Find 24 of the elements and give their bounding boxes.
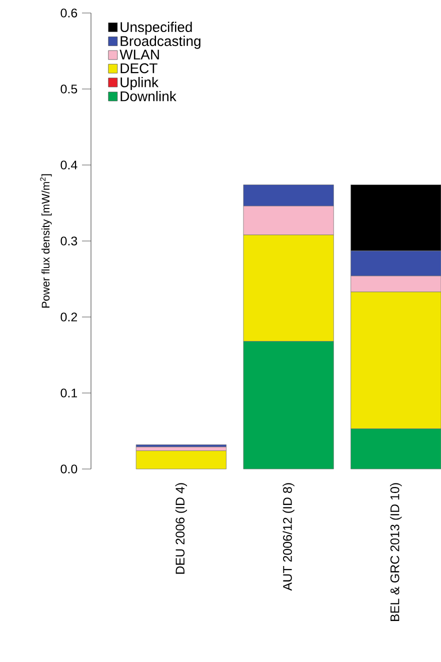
y-tick-label: 0.5 [60, 84, 78, 94]
legend-label: DECT [120, 63, 158, 74]
y-tick-label: 0.4 [60, 160, 78, 170]
bar [243, 184, 334, 206]
bar [350, 292, 441, 429]
legend-label: Downlink [120, 90, 176, 102]
y-tick-label: 0.3 [60, 236, 78, 246]
legend-label: Unspecified [120, 22, 192, 35]
bar [136, 450, 226, 469]
bar [243, 234, 334, 342]
legend-label: Uplink [120, 76, 159, 90]
y-tick-label: 0.6 [60, 8, 78, 18]
legend-label: WLAN [120, 50, 159, 60]
y-tick-label: 0.1 [60, 388, 78, 398]
x-tick-label: AUT 2006/12 (ID 8) [282, 483, 294, 591]
x-tick-label: DEU 2006 (ID 4) [175, 483, 188, 574]
legend-label: Broadcasting [120, 36, 200, 49]
y-tick-label: 0.2 [60, 312, 77, 322]
bar [350, 250, 441, 276]
y-tick-label: 0.0 [60, 464, 78, 474]
bar [243, 341, 334, 469]
y-axis-title: Power flux density [mW/m$^{2}$] [40, 174, 52, 308]
bar [350, 428, 441, 470]
x-tick-label: BEL & GRC 2013 (ID 10) [390, 483, 402, 621]
